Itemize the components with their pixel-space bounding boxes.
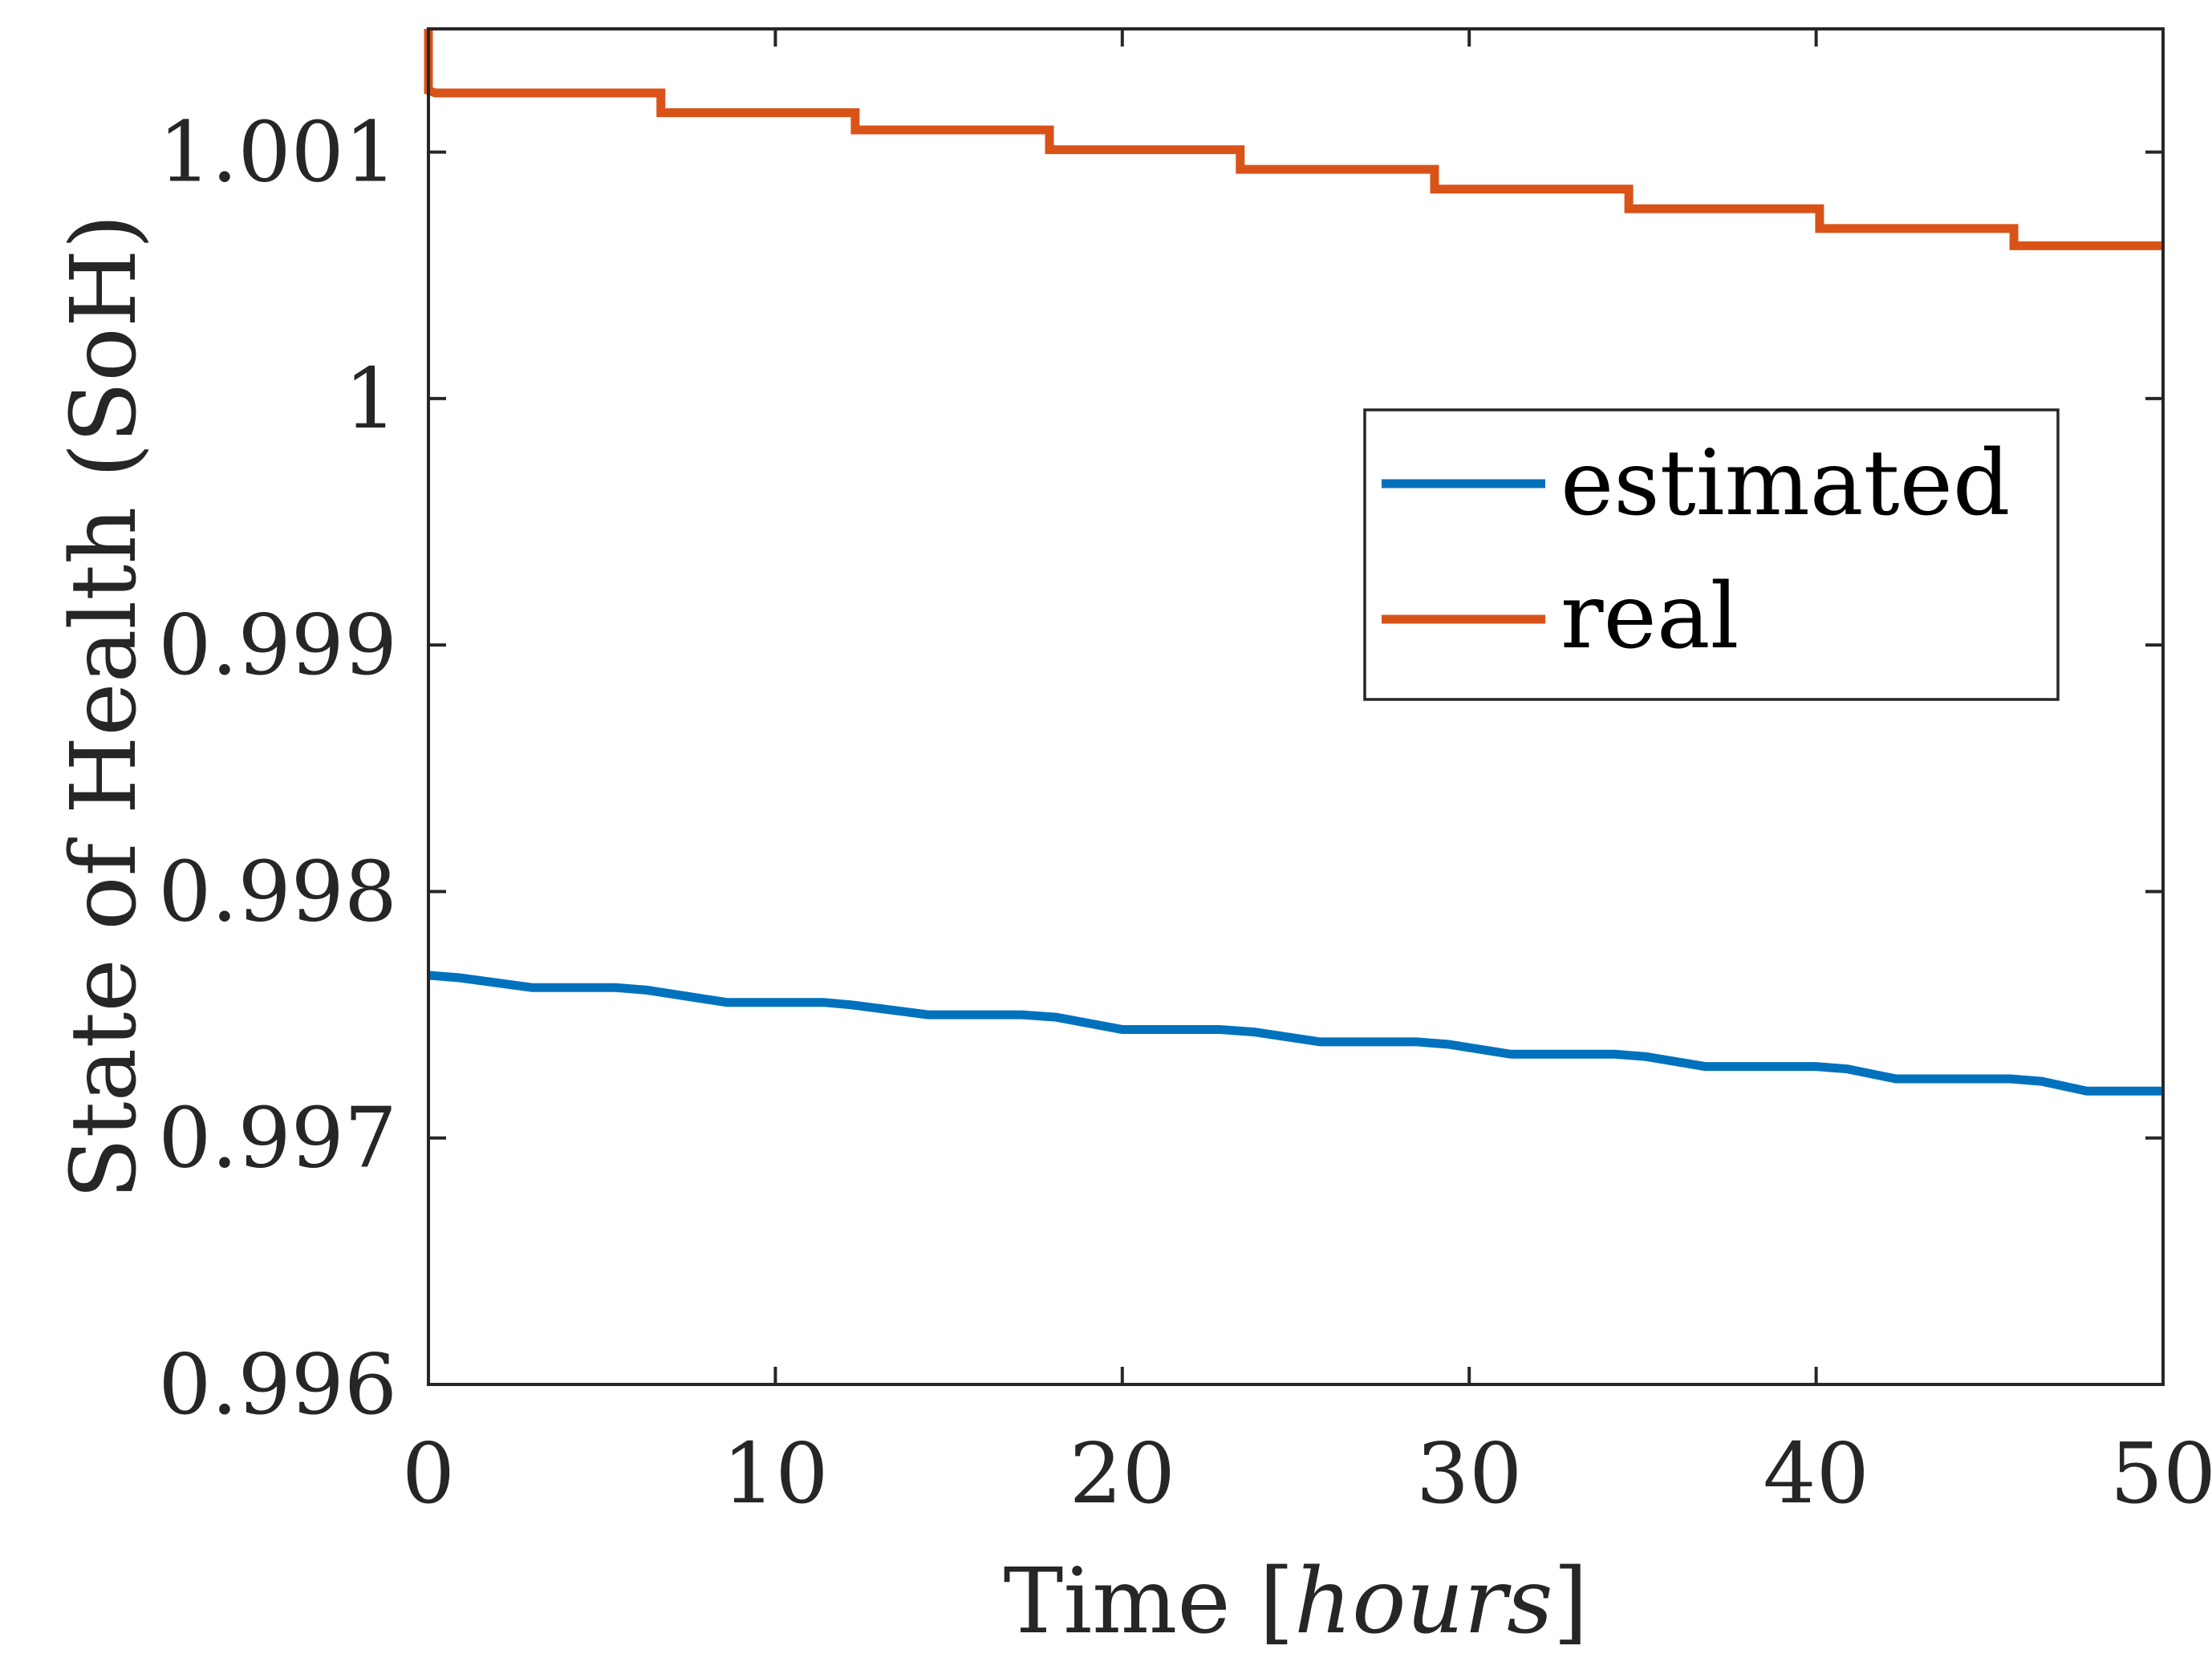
ticks-layer bbox=[427, 29, 2165, 1386]
x-tick-label: 30 bbox=[1416, 1425, 1522, 1522]
x-tick-label: 50 bbox=[2110, 1425, 2212, 1522]
y-tick-label: 0.996 bbox=[158, 1336, 397, 1433]
y-tick-label: 0.999 bbox=[158, 596, 397, 694]
x-axis-label-prefix: Time bbox=[1004, 1550, 1260, 1654]
x-tick-label: 20 bbox=[1069, 1425, 1175, 1522]
axes-box bbox=[427, 27, 2165, 1386]
x-axis-label-unit: hours bbox=[1294, 1550, 1553, 1654]
y-tick-label: 0.997 bbox=[158, 1089, 397, 1187]
x-tick-label: 40 bbox=[1763, 1425, 1869, 1522]
legend: estimated real bbox=[1363, 408, 2060, 701]
x-tick-label: 0 bbox=[402, 1425, 455, 1522]
series-line-real bbox=[424, 29, 2163, 250]
legend-box bbox=[1363, 408, 2060, 701]
legend-label-estimated: estimated bbox=[1561, 432, 2011, 536]
series-line-estimated bbox=[428, 971, 2163, 1096]
x-axis-label: Time [hours] bbox=[1004, 1550, 1589, 1654]
series-layer bbox=[424, 29, 2163, 1096]
x-axis-label-open-bracket: [ bbox=[1259, 1550, 1294, 1654]
tick-labels-layer: 0 10 20 30 40 50 0.996 0.997 0.998 0.999 1 1.001 bbox=[158, 103, 2212, 1522]
y-tick-label: 1 bbox=[344, 350, 397, 448]
x-axis-label-close-bracket: ] bbox=[1553, 1550, 1589, 1654]
y-tick-label: 0.998 bbox=[158, 842, 397, 940]
plot-area bbox=[428, 29, 2163, 1384]
y-tick-label: 1.001 bbox=[158, 103, 397, 201]
legend-label-real: real bbox=[1561, 565, 1739, 669]
x-tick-label: 10 bbox=[722, 1425, 828, 1522]
y-axis-label: State of Health (SoH) bbox=[52, 214, 156, 1199]
